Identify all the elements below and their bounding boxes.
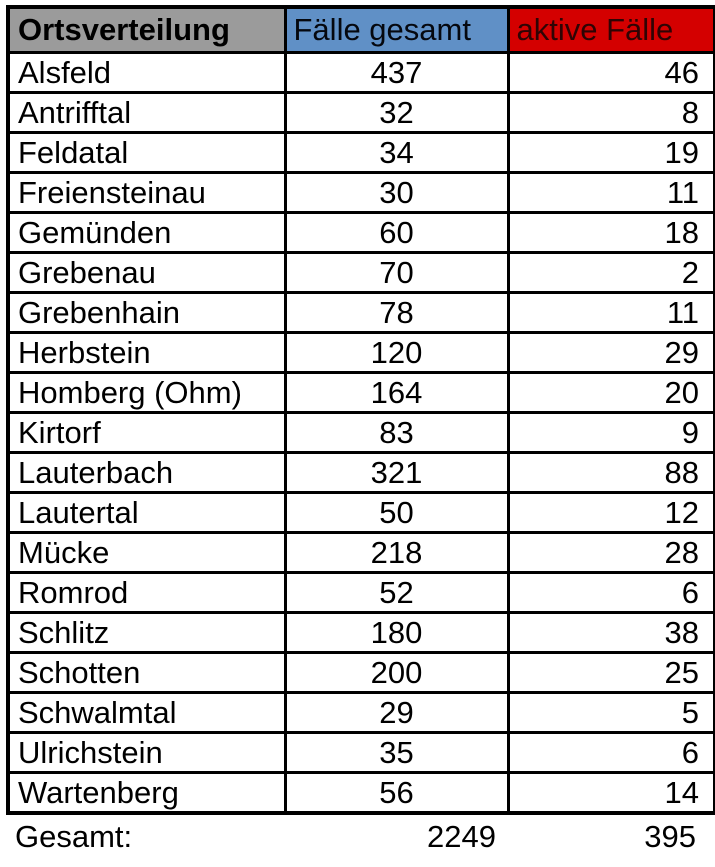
active-cases-value: 18 bbox=[506, 211, 715, 254]
active-cases-value: 6 bbox=[506, 731, 715, 774]
total-cases-value: 60 bbox=[283, 211, 510, 254]
table-row: Grebenau 70 2 bbox=[6, 251, 715, 294]
total-cases-value: 120 bbox=[283, 331, 510, 374]
municipality-name: Mücke bbox=[6, 531, 287, 574]
total-cases-value: 83 bbox=[283, 411, 510, 454]
total-cases-value: 200 bbox=[283, 651, 510, 694]
municipality-name: Lauterbach bbox=[6, 451, 287, 494]
table-row: Freiensteinau 30 11 bbox=[6, 171, 715, 214]
table-row: Ulrichstein 35 6 bbox=[6, 731, 715, 774]
table-row: Feldatal 34 19 bbox=[6, 131, 715, 174]
municipality-name: Kirtorf bbox=[6, 411, 287, 454]
municipality-name: Schotten bbox=[6, 651, 287, 694]
total-cases-value: 32 bbox=[283, 91, 510, 134]
total-cases-value: 56 bbox=[283, 771, 510, 815]
municipality-name: Gemünden bbox=[6, 211, 287, 254]
table-row: Schwalmtal 29 5 bbox=[6, 691, 715, 734]
total-cases-value: 34 bbox=[283, 131, 510, 174]
active-cases-value: 25 bbox=[506, 651, 715, 694]
table-row: Lauterbach 321 88 bbox=[6, 451, 715, 494]
active-cases-value: 9 bbox=[506, 411, 715, 454]
col-header-aktive-faelle: aktive Fälle bbox=[506, 5, 715, 54]
active-cases-value: 88 bbox=[506, 451, 715, 494]
active-cases-value: 8 bbox=[506, 91, 715, 134]
total-cases-value: 52 bbox=[283, 571, 510, 614]
totals-row: Gesamt: 2249 395 bbox=[6, 817, 713, 857]
municipality-name: Schlitz bbox=[6, 611, 287, 654]
active-cases-value: 28 bbox=[506, 531, 715, 574]
total-cases-value: 29 bbox=[283, 691, 510, 734]
table-row: Romrod 52 6 bbox=[6, 571, 715, 614]
municipality-name: Wartenberg bbox=[6, 771, 287, 815]
active-cases-value: 2 bbox=[506, 251, 715, 294]
active-cases-value: 12 bbox=[506, 491, 715, 534]
active-cases-value: 11 bbox=[506, 171, 715, 214]
case-distribution-table: Ortsverteilung Fälle gesamt aktive Fälle… bbox=[6, 5, 715, 815]
active-cases-value: 14 bbox=[506, 771, 715, 815]
municipality-name: Antrifftal bbox=[6, 91, 287, 134]
total-cases-value: 78 bbox=[283, 291, 510, 334]
table-row: Grebenhain 78 11 bbox=[6, 291, 715, 334]
municipality-name: Homberg (Ohm) bbox=[6, 371, 287, 414]
total-cases-value: 437 bbox=[283, 51, 510, 94]
total-cases-value: 164 bbox=[283, 371, 510, 414]
totals-label: Gesamt: bbox=[15, 819, 133, 854]
municipality-name: Romrod bbox=[6, 571, 287, 614]
total-cases-value: 321 bbox=[283, 451, 510, 494]
table-row: Schotten 200 25 bbox=[6, 651, 715, 694]
header-row: Ortsverteilung Fälle gesamt aktive Fälle bbox=[6, 5, 715, 54]
active-cases-value: 38 bbox=[506, 611, 715, 654]
totals-active-value: 395 bbox=[644, 819, 696, 854]
table-row: Herbstein 120 29 bbox=[6, 331, 715, 374]
municipality-name: Freiensteinau bbox=[6, 171, 287, 214]
table-row: Kirtorf 83 9 bbox=[6, 411, 715, 454]
table-body: Alsfeld 437 46 Antrifftal 32 8 Feldatal 34 19 Fre… bbox=[6, 51, 715, 815]
total-cases-value: 180 bbox=[283, 611, 510, 654]
active-cases-value: 46 bbox=[506, 51, 715, 94]
municipality-name: Alsfeld bbox=[6, 51, 287, 94]
col-header-faelle-gesamt: Fälle gesamt bbox=[283, 5, 510, 54]
totals-cases-value: 2249 bbox=[427, 819, 496, 854]
table-row: Gemünden 60 18 bbox=[6, 211, 715, 254]
table-row: Schlitz 180 38 bbox=[6, 611, 715, 654]
municipality-name: Grebenau bbox=[6, 251, 287, 294]
table-row: Alsfeld 437 46 bbox=[6, 51, 715, 94]
active-cases-value: 11 bbox=[506, 291, 715, 334]
table-row: Lautertal 50 12 bbox=[6, 491, 715, 534]
municipality-name: Lautertal bbox=[6, 491, 287, 534]
table-header: Ortsverteilung Fälle gesamt aktive Fälle bbox=[6, 5, 715, 54]
active-cases-value: 19 bbox=[506, 131, 715, 174]
table-row: Wartenberg 56 14 bbox=[6, 771, 715, 815]
active-cases-value: 5 bbox=[506, 691, 715, 734]
active-cases-value: 6 bbox=[506, 571, 715, 614]
table-row: Antrifftal 32 8 bbox=[6, 91, 715, 134]
municipality-name: Grebenhain bbox=[6, 291, 287, 334]
total-cases-value: 70 bbox=[283, 251, 510, 294]
municipality-name: Feldatal bbox=[6, 131, 287, 174]
total-cases-value: 218 bbox=[283, 531, 510, 574]
active-cases-value: 29 bbox=[506, 331, 715, 374]
municipality-name: Herbstein bbox=[6, 331, 287, 374]
active-cases-value: 20 bbox=[506, 371, 715, 414]
municipality-name: Ulrichstein bbox=[6, 731, 287, 774]
municipality-name: Schwalmtal bbox=[6, 691, 287, 734]
total-cases-value: 50 bbox=[283, 491, 510, 534]
table-row: Mücke 218 28 bbox=[6, 531, 715, 574]
table-row: Homberg (Ohm) 164 20 bbox=[6, 371, 715, 414]
total-cases-value: 30 bbox=[283, 171, 510, 214]
col-header-ortsverteilung: Ortsverteilung bbox=[6, 5, 287, 54]
total-cases-value: 35 bbox=[283, 731, 510, 774]
